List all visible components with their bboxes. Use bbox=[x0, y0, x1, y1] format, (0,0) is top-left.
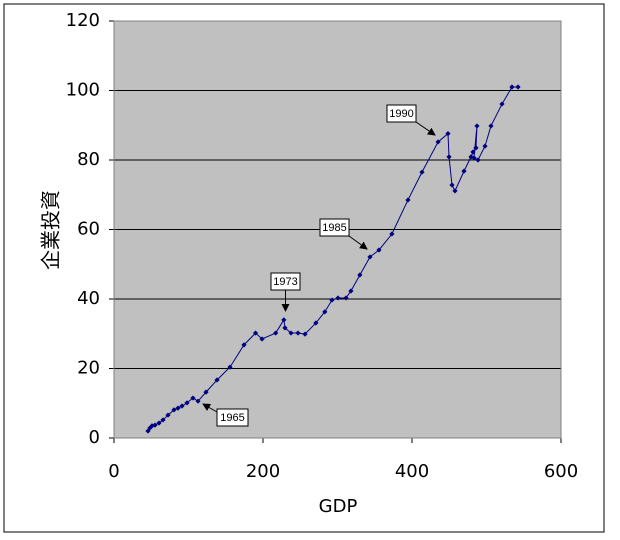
data-point bbox=[474, 123, 480, 129]
data-point bbox=[288, 330, 294, 336]
data-point bbox=[468, 154, 474, 160]
plot-border bbox=[113, 20, 562, 439]
data-point bbox=[470, 149, 476, 155]
y-tick-label: 100 bbox=[66, 80, 100, 101]
data-point bbox=[322, 309, 328, 315]
data-point bbox=[214, 377, 220, 383]
data-point bbox=[452, 188, 458, 194]
data-point bbox=[149, 423, 155, 429]
x-tick-label: 200 bbox=[246, 461, 280, 482]
data-point bbox=[160, 417, 166, 423]
annotation: 1973 bbox=[270, 272, 301, 312]
data-point bbox=[195, 398, 201, 404]
x-tick-label: 600 bbox=[544, 461, 578, 482]
data-point bbox=[376, 247, 382, 253]
data-point bbox=[295, 330, 301, 336]
data-point bbox=[273, 330, 279, 336]
data-point bbox=[252, 330, 259, 336]
data-point bbox=[156, 420, 162, 426]
data-point bbox=[171, 407, 177, 413]
data-point bbox=[419, 169, 425, 175]
annotation-text: 1990 bbox=[389, 108, 413, 120]
data-point bbox=[302, 331, 308, 337]
data-point bbox=[190, 395, 196, 401]
annotation-text: 1965 bbox=[220, 412, 244, 424]
data-point bbox=[389, 231, 395, 237]
y-tick-label: 80 bbox=[77, 149, 100, 170]
data-point bbox=[179, 403, 185, 409]
x-axis-label: GDP bbox=[319, 496, 358, 517]
y-tick-label: 40 bbox=[77, 288, 100, 309]
data-point bbox=[461, 168, 467, 174]
data-point bbox=[405, 197, 411, 203]
data-point bbox=[152, 422, 158, 428]
data-point bbox=[343, 295, 349, 301]
data-point bbox=[449, 182, 455, 188]
data-point bbox=[435, 139, 441, 145]
y-tick-label: 120 bbox=[66, 10, 100, 31]
data-point bbox=[259, 336, 265, 342]
data-point bbox=[203, 389, 209, 395]
data-point bbox=[184, 400, 190, 406]
data-point bbox=[227, 364, 233, 370]
data-point bbox=[446, 154, 452, 160]
annotation: 1985 bbox=[319, 218, 368, 250]
y-tick-label: 60 bbox=[77, 219, 100, 240]
annotation: 1990 bbox=[386, 104, 436, 136]
data-point bbox=[282, 325, 288, 331]
annotation-text: 1985 bbox=[322, 222, 346, 234]
data-point bbox=[367, 254, 373, 260]
x-tick-label: 0 bbox=[108, 461, 119, 482]
data-point bbox=[165, 412, 171, 418]
annotation-text: 1973 bbox=[273, 276, 297, 288]
x-tick-label: 400 bbox=[395, 461, 429, 482]
data-point bbox=[473, 145, 479, 151]
data-point bbox=[488, 123, 494, 129]
data-point bbox=[509, 84, 515, 90]
data-point bbox=[471, 155, 477, 161]
data-point bbox=[241, 342, 247, 348]
data-point bbox=[281, 317, 287, 323]
y-tick-label: 20 bbox=[77, 358, 100, 379]
data-point bbox=[335, 295, 341, 301]
data-point bbox=[499, 101, 505, 107]
data-point bbox=[515, 84, 521, 90]
data-point bbox=[348, 288, 354, 294]
data-point bbox=[329, 297, 335, 303]
data-point bbox=[175, 405, 181, 411]
data-point bbox=[475, 157, 481, 163]
y-axis-label: 企業投資 bbox=[39, 190, 63, 270]
data-point bbox=[357, 272, 363, 278]
data-point bbox=[482, 143, 488, 149]
annotation: 1965 bbox=[202, 403, 249, 427]
data-point bbox=[445, 130, 451, 137]
y-tick-label: 0 bbox=[89, 427, 100, 448]
data-point bbox=[313, 320, 319, 326]
